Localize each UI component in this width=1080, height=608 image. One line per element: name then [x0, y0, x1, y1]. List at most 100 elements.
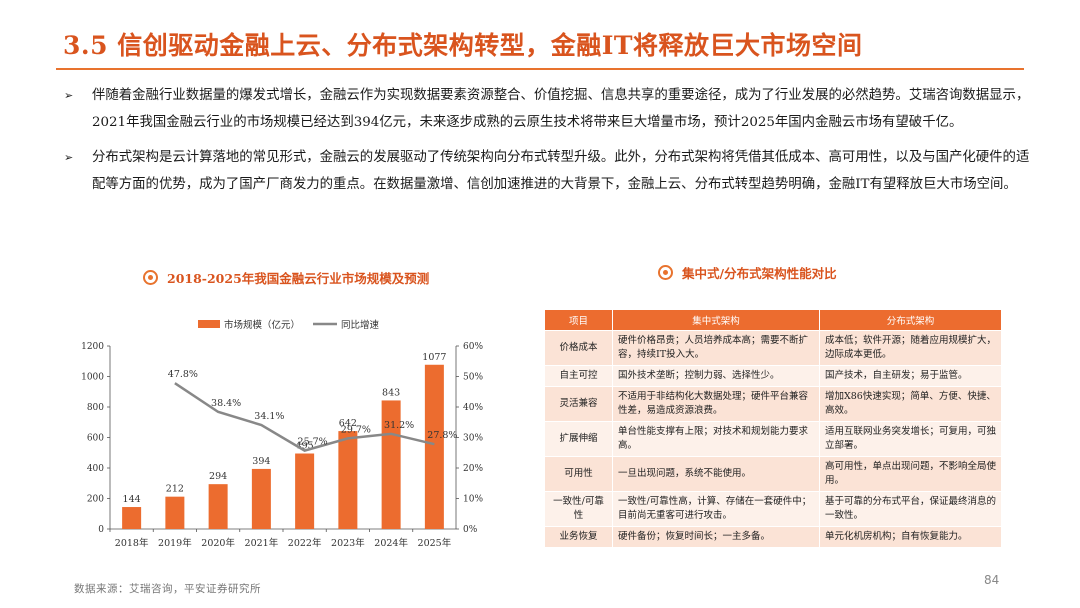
table-row: 可用性 一旦出现问题，系统不能使用。 高可用性，单点出现问题，不影响全局使用。 [544, 456, 1002, 492]
bar [338, 431, 358, 529]
bar-value-label: 1077 [422, 352, 446, 363]
y-tick-label-right: 50% [463, 373, 483, 383]
table-cell-distributed: 基于可靠的分布式平台，保证最终消息的一致性。 [819, 491, 1002, 527]
y-tick-label-right: 20% [463, 464, 483, 474]
table-row: 灵活兼容 不适用于非结构化大数据处理；硬件平台兼容性差，易造成资源浪费。 增加X… [544, 386, 1002, 422]
table-cell-distributed: 成本低；软件开源；随着应用规模扩大，边际成本更低。 [819, 330, 1002, 366]
y-tick-label-left: 600 [87, 434, 104, 444]
y-tick-label-right: 60% [463, 342, 483, 352]
table-row: 价格成本 硬件价格昂贵；人员培养成本高；需要不断扩容，持续IT投入大。 成本低；… [544, 330, 1002, 366]
table-cell-distributed: 增加X86快速实现；简单、方便、快捷、高效。 [819, 386, 1002, 422]
y-tick-label-right: 0% [463, 525, 478, 535]
legend-label-bar: 市场规模（亿元） [224, 319, 300, 331]
table-cell-distributed: 适用互联网业务突发增长；可复用，可独立部署。 [819, 421, 1002, 457]
arrow-bullet-icon: ➢ [64, 89, 74, 102]
bar [251, 468, 271, 529]
table-cell-centralized: 硬件备份；恢复时间长；一主多备。 [612, 526, 820, 548]
bullet-item: ➢ 伴随着金融行业数据量的爆发式增长，金融云作为实现数据要素资源整合、价值挖掘、… [64, 82, 1034, 136]
bar-value-label: 394 [252, 456, 270, 467]
bar-value-label: 294 [209, 471, 227, 482]
table-cell-centralized: 国外技术垄断；控制力弱、选择性少。 [612, 365, 820, 387]
table-cell-distributed: 国产技术，自主研发；易于监管。 [819, 365, 1002, 387]
target-dot-icon [658, 265, 673, 280]
table-cell-item: 一致性/可靠性 [544, 491, 613, 527]
x-tick-label: 2023年 [331, 537, 365, 549]
growth-value-label: 29.7% [341, 424, 371, 435]
bar [122, 507, 142, 529]
table-header-cell: 分布式架构 [819, 309, 1002, 331]
growth-value-label: 34.1% [254, 411, 284, 422]
x-tick-label: 2022年 [288, 537, 322, 549]
y-tick-label-right: 30% [463, 434, 483, 444]
y-tick-label-right: 40% [463, 403, 483, 413]
table-cell-item: 业务恢复 [544, 526, 613, 548]
title-divider [56, 68, 1024, 70]
table-header-row: 项目 集中式架构 分布式架构 [544, 309, 1002, 331]
bar-value-label: 642 [339, 418, 357, 429]
table-section-title-text: 集中式/分布式架构性能对比 [682, 266, 837, 281]
chart-section-title: 2018-2025年我国金融云行业市场规模及预测 [143, 268, 429, 287]
y-tick-label-left: 0 [98, 525, 104, 535]
y-tick-label-right: 10% [463, 495, 483, 505]
bar-value-label: 843 [382, 387, 400, 398]
y-tick-label-left: 1000 [81, 373, 104, 383]
page-title: 3.5 信创驱动金融上云、分布式架构转型，金融IT将释放巨大市场空间 [63, 31, 863, 60]
table-row: 一致性/可靠性 一致性/可靠性高，计算、存储在一套硬件中；目前尚无重客可进行攻击… [544, 491, 1002, 527]
table-row: 自主可控 国外技术垄断；控制力弱、选择性少。 国产技术，自主研发；易于监管。 [544, 365, 1002, 387]
data-source-note: 数据来源：艾瑞咨询，平安证券研究所 [74, 583, 261, 595]
table-cell-item: 价格成本 [544, 330, 613, 366]
table-cell-item: 灵活兼容 [544, 386, 613, 422]
bar [295, 453, 315, 529]
table-header-cell: 集中式架构 [612, 309, 820, 331]
table-cell-centralized: 一旦出现问题，系统不能使用。 [612, 456, 820, 492]
target-dot-icon [143, 270, 158, 285]
legend-label-line: 同比增速 [341, 319, 380, 331]
x-tick-label: 2024年 [374, 537, 408, 549]
arrow-bullet-icon: ➢ [64, 151, 74, 164]
table-row: 业务恢复 硬件备份；恢复时间长；一主多备。 单元化机房机构；自有恢复能力。 [544, 526, 1002, 548]
bar [424, 364, 444, 529]
growth-line [174, 382, 435, 452]
bar [165, 496, 185, 529]
growth-value-label: 38.4% [211, 398, 241, 409]
bullet-item: ➢ 分布式架构是云计算落地的常见形式，金融云的发展驱动了传统架构向分布式转型升级… [64, 144, 1034, 198]
y-tick-label-left: 200 [87, 495, 104, 505]
table-cell-centralized: 一致性/可靠性高，计算、存储在一套硬件中；目前尚无重客可进行攻击。 [612, 491, 820, 527]
table-section-title: 集中式/分布式架构性能对比 [658, 263, 837, 282]
bar-value-label: 495 [296, 441, 314, 452]
table-cell-centralized: 单台性能支撑有上限；对技术和规划能力要求高。 [612, 421, 820, 457]
y-tick-label-left: 400 [87, 464, 104, 474]
table-cell-item: 扩展伸缩 [544, 421, 613, 457]
table-cell-centralized: 硬件价格昂贵；人员培养成本高；需要不断扩容，持续IT投入大。 [612, 330, 820, 366]
table-cell-item: 可用性 [544, 456, 613, 492]
x-tick-label: 2021年 [245, 537, 279, 549]
table-cell-centralized: 不适用于非结构化大数据处理；硬件平台兼容性差，易造成资源浪费。 [612, 386, 820, 422]
bar [381, 400, 401, 529]
bullet-text: 分布式架构是云计算落地的常见形式，金融云的发展驱动了传统架构向分布式转型升级。此… [92, 150, 1030, 192]
y-tick-label-left: 1200 [81, 342, 104, 352]
growth-value-label: 25.7% [298, 437, 328, 448]
x-tick-label: 2018年 [115, 537, 149, 549]
bullet-list: ➢ 伴随着金融行业数据量的爆发式增长，金融云作为实现数据要素资源整合、价值挖掘、… [64, 82, 1034, 206]
bar-value-label: 212 [166, 484, 184, 495]
table-row: 扩展伸缩 单台性能支撑有上限；对技术和规划能力要求高。 适用互联网业务突发增长；… [544, 421, 1002, 457]
market-size-chart: 0 200 400 600 800 1000 1200 0% 10% 20% 30% 40% 50% 60… [81, 319, 483, 549]
table-header-cell: 项目 [544, 309, 613, 331]
bullet-text: 伴随着金融行业数据量的爆发式增长，金融云作为实现数据要素资源整合、价值挖掘、信息… [92, 88, 1030, 130]
bar-value-label: 144 [123, 494, 141, 505]
growth-value-label: 47.8% [168, 369, 198, 380]
table-cell-distributed: 高可用性，单点出现问题，不影响全局使用。 [819, 456, 1002, 492]
page-number: 84 [984, 573, 1000, 587]
legend-swatch-bar [198, 320, 220, 328]
chart-section-title-text: 2018-2025年我国金融云行业市场规模及预测 [167, 271, 430, 286]
table-cell-distributed: 单元化机房机构；自有恢复能力。 [819, 526, 1002, 548]
x-tick-label: 2025年 [418, 537, 452, 549]
bar [208, 484, 228, 529]
x-tick-label: 2020年 [201, 537, 235, 549]
y-tick-label-left: 800 [87, 403, 104, 413]
growth-value-label: 31.2% [384, 420, 414, 431]
x-tick-label: 2019年 [158, 537, 192, 549]
growth-value-label: 27.8% [427, 430, 457, 441]
table-cell-item: 自主可控 [544, 365, 613, 387]
architecture-comparison-table: 项目 集中式架构 分布式架构 价格成本 硬件价格昂贵；人员培养成本高；需要不断扩… [544, 309, 1002, 548]
